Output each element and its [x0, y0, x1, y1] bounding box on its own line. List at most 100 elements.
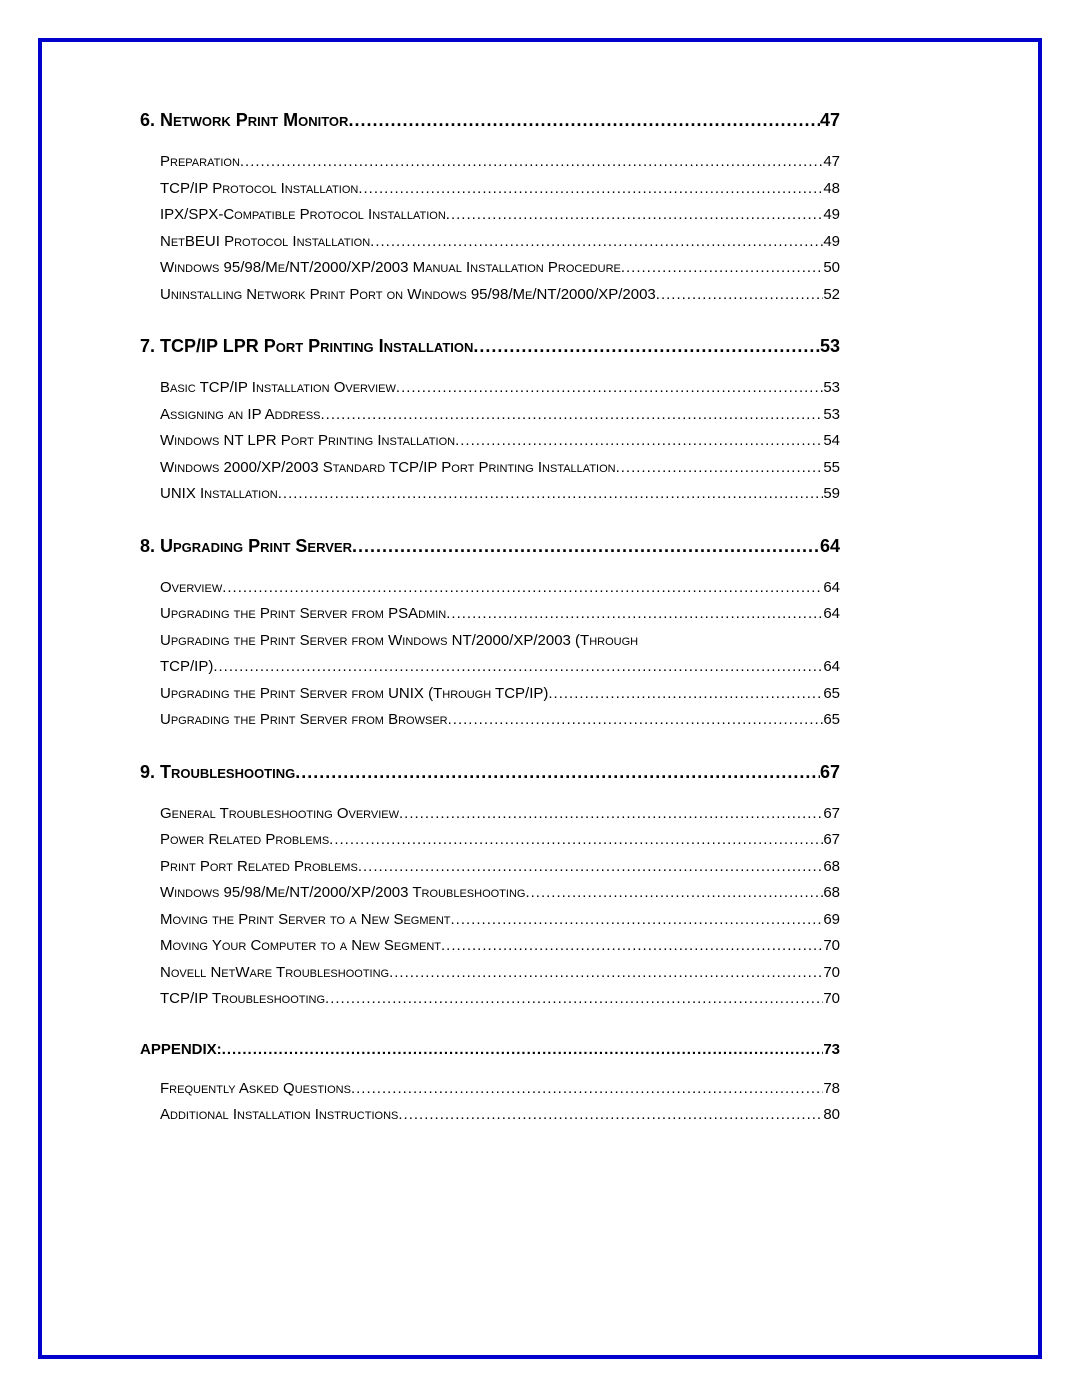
- entry-page: 52: [823, 282, 840, 309]
- entry-label: TCP/IP Protocol Installation: [160, 176, 358, 203]
- entry-page: 70: [823, 933, 840, 960]
- entry-label: Print Port Related Problems: [160, 854, 358, 881]
- entry-label: UNIX Installation: [160, 481, 278, 508]
- dot-leader: [621, 255, 823, 282]
- entry-page: 59: [823, 481, 840, 508]
- entry-label: Windows 95/98/Me/NT/2000/XP/2003 Trouble…: [160, 880, 525, 907]
- entry-page: 64: [823, 654, 840, 681]
- entry-label: Upgrading the Print Server from UNIX (Th…: [160, 681, 548, 708]
- toc-section-heading: 6. Network Print Monitor47: [140, 110, 840, 131]
- section-page: 53: [820, 336, 840, 357]
- section-page: 67: [820, 762, 840, 783]
- dot-leader: [396, 375, 823, 402]
- toc-entry: Moving Your Computer to a New Segment 70: [160, 933, 840, 960]
- toc-entry: Upgrading the Print Server from Browser 6…: [160, 707, 840, 734]
- entry-label: Frequently Asked Questions: [160, 1076, 351, 1103]
- dot-leader: [295, 762, 820, 783]
- dot-leader: [446, 601, 823, 628]
- entry-page: 49: [823, 229, 840, 256]
- dot-leader: [222, 575, 823, 602]
- dot-leader: [389, 960, 823, 987]
- entry-label: TCP/IP Troubleshooting: [160, 986, 325, 1013]
- section-title: 8. Upgrading Print Server: [140, 536, 352, 557]
- entry-label: Upgrading the Print Server from Browser: [160, 707, 448, 734]
- toc-entry: Frequently Asked Questions 78: [160, 1076, 840, 1103]
- dot-leader: [616, 455, 824, 482]
- dot-leader: [441, 933, 823, 960]
- toc-appendix-heading: APPENDIX:73: [140, 1041, 840, 1058]
- entry-page: 50: [823, 255, 840, 282]
- dot-leader: [548, 681, 823, 708]
- entry-label: General Troubleshooting Overview: [160, 801, 399, 828]
- dot-leader: [398, 1102, 823, 1129]
- entry-label: Assigning an IP Address: [160, 402, 321, 429]
- dot-leader: [455, 428, 823, 455]
- toc-entry: Moving the Print Server to a New Segment…: [160, 907, 840, 934]
- dot-leader: [358, 854, 824, 881]
- dot-leader: [325, 986, 823, 1013]
- entry-page: 55: [823, 455, 840, 482]
- toc-entry: Print Port Related Problems 68: [160, 854, 840, 881]
- entry-label: Overview: [160, 575, 222, 602]
- entry-page: 65: [823, 707, 840, 734]
- toc-entry: Windows NT LPR Port Printing Installatio…: [160, 428, 840, 455]
- toc-content: 6. Network Print Monitor47Preparation47T…: [140, 110, 840, 1129]
- dot-leader: [656, 282, 824, 309]
- entry-label: Preparation: [160, 149, 240, 176]
- entry-label: Additional Installation Instructions: [160, 1102, 398, 1129]
- document-page: 6. Network Print Monitor47Preparation47T…: [0, 0, 1080, 1397]
- entry-label: NetBEUI Protocol Installation: [160, 229, 370, 256]
- entry-page: 78: [823, 1076, 840, 1103]
- entry-label: IPX/SPX-Compatible Protocol Installation: [160, 202, 446, 229]
- entry-label: Novell NetWare Troubleshooting: [160, 960, 389, 987]
- toc-entry: Preparation47: [160, 149, 840, 176]
- dot-leader: [446, 202, 824, 229]
- entry-label: TCP/IP): [160, 654, 213, 681]
- dot-leader: [399, 801, 823, 828]
- entry-page: 80: [823, 1102, 840, 1129]
- entry-page: 48: [823, 176, 840, 203]
- entry-label: Moving Your Computer to a New Segment: [160, 933, 441, 960]
- appendix-title: APPENDIX:: [140, 1041, 222, 1058]
- dot-leader: [278, 481, 824, 508]
- toc-entry: UNIX Installation 59: [160, 481, 840, 508]
- dot-leader: [222, 1041, 824, 1058]
- dot-leader: [348, 110, 820, 131]
- toc-entry: IPX/SPX-Compatible Protocol Installation…: [160, 202, 840, 229]
- toc-entry: Power Related Problems 67: [160, 827, 840, 854]
- dot-leader: [473, 336, 820, 357]
- entry-page: 67: [823, 801, 840, 828]
- dot-leader: [213, 654, 823, 681]
- entry-page: 70: [823, 960, 840, 987]
- toc-entry: Upgrading the Print Server from Windows …: [160, 628, 840, 681]
- entry-label: Uninstalling Network Print Port on Windo…: [160, 282, 656, 309]
- toc-entry: Uninstalling Network Print Port on Windo…: [160, 282, 840, 309]
- entry-page: 53: [823, 375, 840, 402]
- toc-entry: Overview 64: [160, 575, 840, 602]
- toc-section-heading: 9. Troubleshooting 67: [140, 762, 840, 783]
- toc-section-heading: 8. Upgrading Print Server64: [140, 536, 840, 557]
- entry-page: 70: [823, 986, 840, 1013]
- toc-entry: TCP/IP Troubleshooting 70: [160, 986, 840, 1013]
- entry-page: 64: [823, 575, 840, 602]
- entry-page: 49: [823, 202, 840, 229]
- entry-page: 53: [823, 402, 840, 429]
- entry-page: 67: [823, 827, 840, 854]
- toc-entry: NetBEUI Protocol Installation 49: [160, 229, 840, 256]
- toc-section-heading: 7. TCP/IP LPR Port Printing Installation…: [140, 336, 840, 357]
- toc-entry: Windows 95/98/Me/NT/2000/XP/2003 Manual …: [160, 255, 840, 282]
- entry-label: Power Related Problems: [160, 827, 329, 854]
- toc-entry: Upgrading the Print Server from PSAdmin6…: [160, 601, 840, 628]
- entry-label: Windows 2000/XP/2003 Standard TCP/IP Por…: [160, 455, 616, 482]
- toc-entry: Windows 95/98/Me/NT/2000/XP/2003 Trouble…: [160, 880, 840, 907]
- entry-label: Upgrading the Print Server from Windows …: [160, 628, 840, 655]
- toc-entry: General Troubleshooting Overview 67: [160, 801, 840, 828]
- dot-leader: [352, 536, 820, 557]
- entry-page: 68: [823, 854, 840, 881]
- entry-page: 68: [823, 880, 840, 907]
- section-title: 9. Troubleshooting: [140, 762, 295, 783]
- toc-entry: TCP/IP Protocol Installation 48: [160, 176, 840, 203]
- toc-entry: Additional Installation Instructions 80: [160, 1102, 840, 1129]
- entry-continuation: TCP/IP) 64: [160, 654, 840, 681]
- toc-entry: Basic TCP/IP Installation Overview53: [160, 375, 840, 402]
